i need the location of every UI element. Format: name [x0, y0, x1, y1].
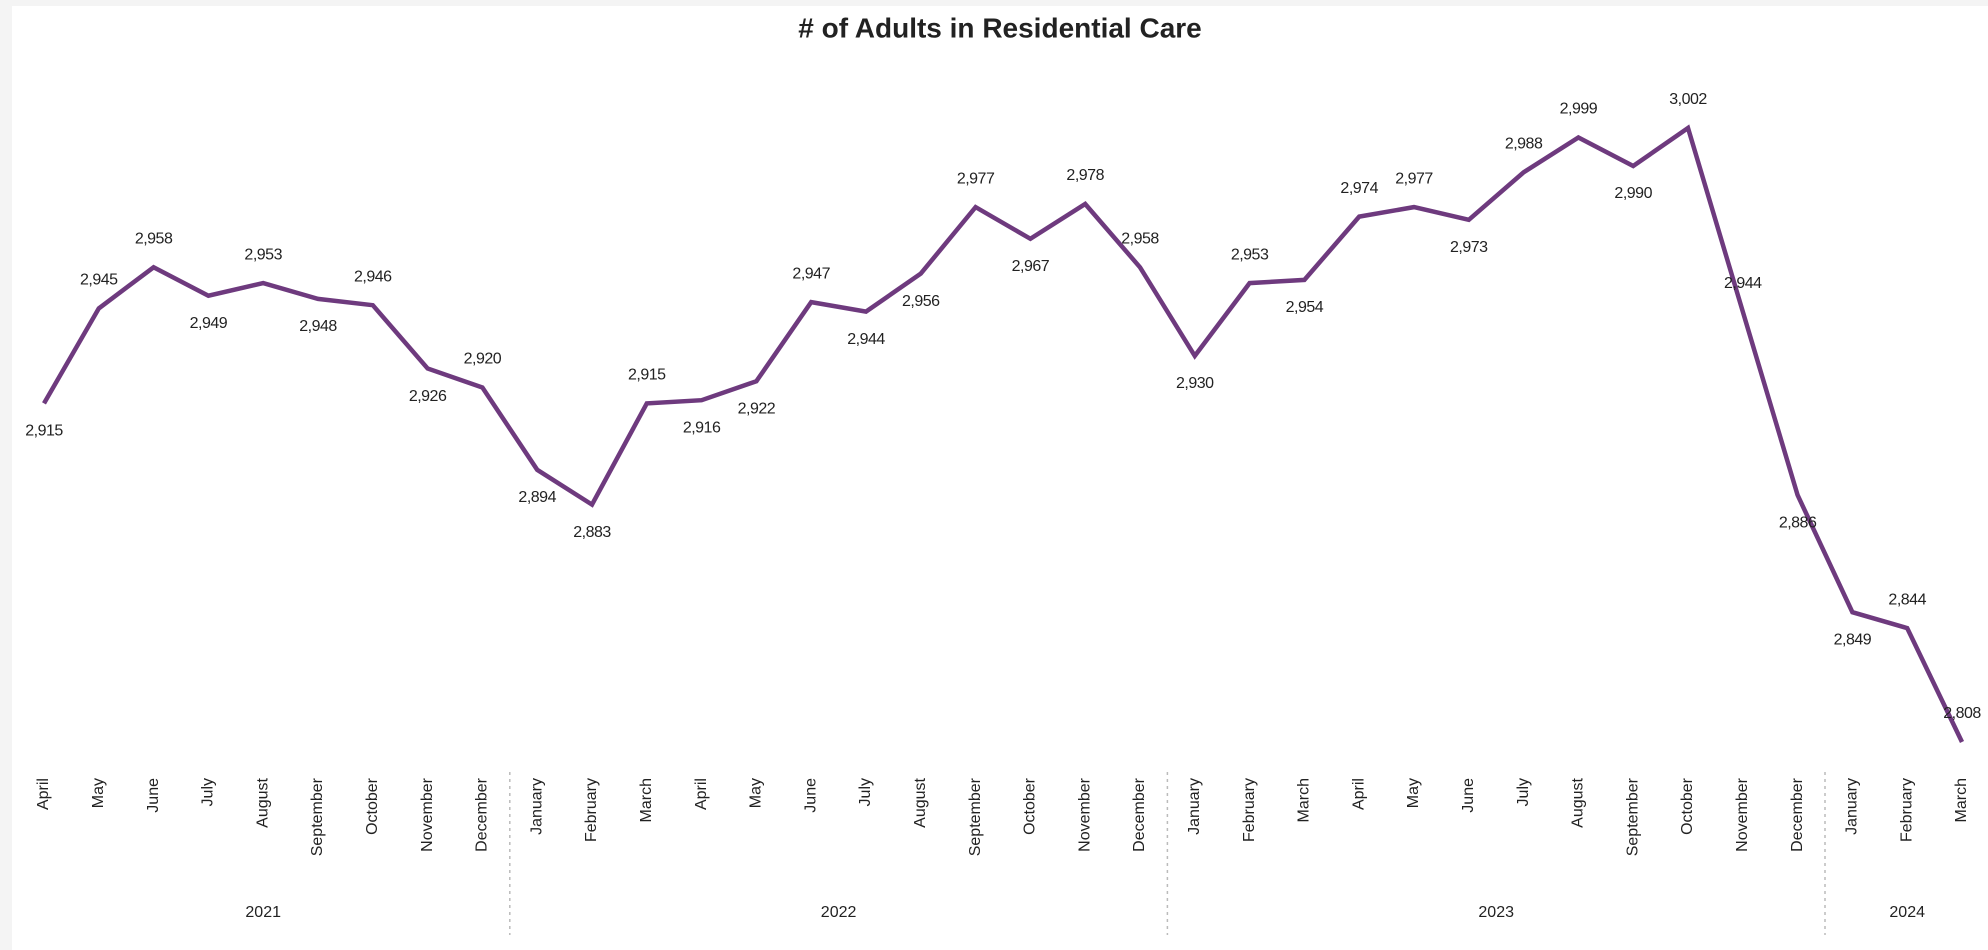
data-label: 2,946 [354, 268, 392, 285]
x-tick-label: March [1953, 778, 1970, 822]
data-label: 2,894 [518, 489, 556, 506]
x-tick-label: March [638, 778, 655, 822]
data-line [42, 124, 1965, 743]
data-label: 2,886 [1779, 514, 1817, 531]
chart-background [12, 6, 1988, 950]
x-tick-label: November [1734, 777, 1751, 851]
data-label: 2,883 [573, 524, 611, 541]
x-tick-label: January [1186, 778, 1203, 835]
x-tick-label: August [254, 777, 271, 827]
data-label: 2,990 [1614, 185, 1652, 202]
x-tick-label: June [145, 778, 162, 813]
data-label: 2,922 [738, 400, 776, 417]
x-tick-label: October [364, 777, 381, 835]
data-label: 2,945 [80, 272, 118, 289]
data-label: 2,974 [1340, 180, 1378, 197]
year-label: 2022 [821, 904, 857, 921]
data-label: 2,916 [683, 419, 721, 436]
year-label: 2024 [1889, 904, 1925, 921]
x-tick-label: August [1570, 777, 1587, 827]
x-tick-label: December [1131, 777, 1148, 851]
data-label: 2,958 [1121, 230, 1159, 247]
data-label: 2,956 [902, 293, 940, 310]
x-tick-label: July [1515, 778, 1532, 806]
data-label: 2,953 [244, 246, 282, 263]
data-label: 2,915 [25, 423, 63, 440]
x-tick-label: April [1350, 778, 1367, 810]
data-label: 2,953 [1231, 246, 1269, 263]
data-label: 2,844 [1888, 591, 1926, 608]
data-label: 2,958 [135, 230, 173, 247]
x-tick-label: June [802, 778, 819, 813]
x-tick-label: September [1624, 777, 1641, 856]
x-tick-label: October [1022, 777, 1039, 835]
x-tick-label: July [200, 778, 217, 806]
chart-title: # of Adults in Residential Care [798, 12, 1201, 43]
x-tick-label: March [1296, 778, 1313, 822]
data-label: 2,978 [1066, 167, 1104, 184]
data-label: 2,944 [1724, 275, 1762, 292]
x-tick-label: April [35, 778, 52, 810]
data-label: 2,920 [464, 351, 502, 368]
x-tick-label: November [419, 777, 436, 851]
x-tick-label: April [693, 778, 710, 810]
data-label: 2,967 [1012, 258, 1050, 275]
year-label: 2021 [245, 904, 281, 921]
x-tick-label: February [583, 778, 600, 842]
x-tick-label: August [912, 777, 929, 827]
x-tick-label: December [474, 777, 491, 851]
x-tick-label: February [1898, 778, 1915, 842]
data-label: 2,930 [1176, 375, 1214, 392]
x-tick-label: May [90, 778, 107, 808]
data-label: 3,002 [1669, 91, 1707, 108]
x-tick-label: October [1679, 777, 1696, 835]
year-label: 2023 [1478, 904, 1514, 921]
data-label: 2,808 [1943, 705, 1981, 722]
x-tick-label: January [528, 778, 545, 835]
data-label: 2,944 [847, 331, 885, 348]
x-tick-label: June [1460, 778, 1477, 813]
x-tick-label: September [967, 777, 984, 856]
data-label: 2,999 [1560, 101, 1598, 118]
x-tick-label: February [1241, 778, 1258, 842]
x-tick-label: May [1405, 778, 1422, 808]
data-label: 2,973 [1450, 239, 1488, 256]
data-label: 2,915 [628, 367, 666, 384]
data-label: 2,988 [1505, 136, 1543, 153]
data-label: 2,949 [190, 315, 228, 332]
data-label: 2,926 [409, 388, 447, 405]
data-label: 2,977 [957, 170, 995, 187]
data-label: 2,954 [1286, 299, 1324, 316]
x-tick-label: September [309, 777, 326, 856]
data-label: 2,948 [299, 318, 337, 335]
x-tick-label: December [1789, 777, 1806, 851]
x-tick-label: January [1844, 778, 1861, 835]
x-tick-label: July [857, 778, 874, 806]
x-tick-label: May [748, 778, 765, 808]
data-label: 2,947 [792, 265, 830, 282]
data-label: 2,849 [1834, 631, 1872, 648]
data-label: 2,977 [1395, 170, 1433, 187]
x-tick-label: November [1076, 777, 1093, 851]
